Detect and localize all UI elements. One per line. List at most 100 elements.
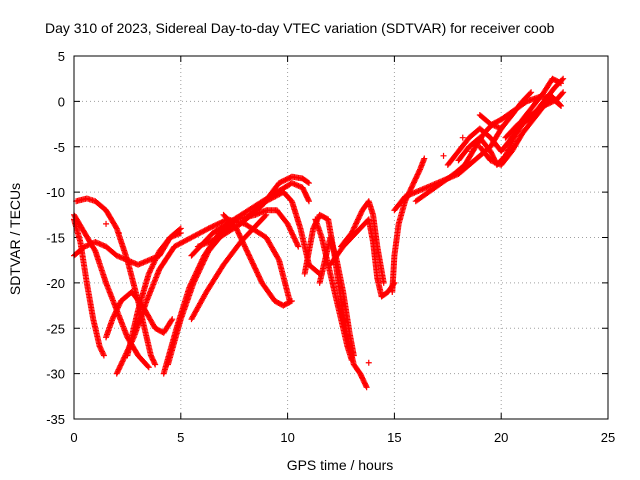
data-point-marker: [177, 225, 184, 232]
data-point-marker: [294, 242, 301, 249]
data-point-marker: [268, 195, 275, 202]
data-point-marker: [147, 266, 154, 273]
data-point-marker: [147, 268, 154, 275]
data-point-marker: [113, 370, 120, 377]
data-point-marker: [365, 359, 372, 366]
data-point-marker: [560, 75, 567, 82]
data-point-marker: [155, 250, 162, 257]
y-tick-label: -15: [46, 231, 65, 246]
data-point-marker: [153, 253, 160, 260]
series-arc-09: [164, 216, 240, 368]
data-point-marker: [115, 366, 122, 373]
data-point-marker: [195, 269, 202, 276]
series-arc-14: [241, 189, 323, 277]
data-point-marker: [293, 239, 300, 246]
data-point-marker: [276, 191, 283, 198]
data-point-marker: [351, 223, 358, 230]
data-point-marker: [289, 231, 296, 238]
data-point-marker: [275, 191, 282, 198]
data-point-marker: [191, 278, 198, 285]
data-point-marker: [355, 215, 362, 222]
data-point-marker: [150, 261, 157, 268]
data-point-marker: [184, 236, 191, 243]
x-tick-label: 0: [70, 430, 77, 445]
x-tick-label: 25: [601, 430, 615, 445]
data-point-marker: [148, 264, 155, 271]
data-point-marker: [145, 364, 152, 371]
data-point-marker: [100, 351, 107, 358]
data-point-marker: [263, 211, 270, 218]
data-point-marker: [556, 102, 563, 109]
x-tick-labels: 0 5 10 15 20 25: [70, 430, 615, 445]
data-point-marker: [348, 357, 355, 364]
data-point-marker: [180, 238, 187, 245]
data-point-marker: [114, 369, 121, 376]
data-point-marker: [200, 228, 207, 235]
data-point-marker: [117, 362, 124, 369]
y-axis-label: SDTVAR / TECUs: [7, 183, 23, 295]
data-point-marker: [177, 240, 184, 247]
data-point-marker: [269, 194, 276, 201]
data-point-marker: [202, 254, 209, 261]
data-point-marker: [204, 250, 211, 257]
data-point-marker: [290, 234, 297, 241]
data-point-marker: [194, 270, 201, 277]
data-point-marker: [151, 360, 158, 367]
data-point-marker: [181, 237, 188, 244]
data-point-marker: [100, 352, 107, 359]
data-point-marker: [288, 230, 295, 237]
data-point-marker: [287, 227, 294, 234]
data-point-marker: [171, 243, 178, 250]
y-tick-label: -10: [46, 185, 65, 200]
data-point-marker: [350, 352, 357, 359]
data-point-marker: [272, 193, 279, 200]
data-point-marker: [197, 265, 204, 272]
data-point-marker: [150, 260, 157, 267]
data-point-marker: [174, 242, 181, 249]
data-point-marker: [528, 89, 535, 96]
data-point-marker: [144, 363, 151, 370]
data-point-marker: [305, 198, 312, 205]
data-point-marker: [558, 102, 565, 109]
data-point-marker: [191, 277, 198, 284]
series-arc-28: [476, 89, 535, 132]
data-point-marker: [559, 76, 566, 83]
data-point-marker: [197, 229, 204, 236]
data-point-marker: [354, 216, 361, 223]
data-point-marker: [187, 235, 194, 242]
isolated-points: [103, 134, 475, 366]
series-arc-07: [124, 225, 184, 359]
x-tick-label: 5: [177, 430, 184, 445]
data-point-marker: [115, 229, 122, 236]
data-point-marker: [348, 229, 355, 236]
data-point-marker: [152, 257, 159, 264]
data-point-marker: [287, 298, 294, 305]
data-point-marker: [193, 273, 200, 280]
data-point-marker: [169, 316, 176, 323]
data-point-marker: [202, 226, 209, 233]
data-point-marker: [199, 261, 206, 268]
data-point-marker: [152, 256, 159, 263]
data-point-marker: [192, 275, 199, 282]
data-point-marker: [356, 212, 363, 219]
data-point-marker: [175, 241, 182, 248]
y-tick-label: -5: [53, 140, 65, 155]
data-point-marker: [151, 258, 158, 265]
data-point-marker: [352, 221, 359, 228]
data-point-marker: [199, 260, 206, 267]
y-tick-label: -20: [46, 276, 65, 291]
data-point-marker: [148, 265, 155, 272]
data-point-marker: [176, 226, 183, 233]
data-point-marker: [203, 252, 210, 259]
x-tick-label: 10: [280, 430, 294, 445]
data-point-marker: [120, 357, 127, 364]
data-point-marker: [292, 236, 299, 243]
data-point-marker: [200, 258, 207, 265]
data-point-marker: [198, 228, 205, 235]
data-point-marker: [273, 192, 280, 199]
data-point-marker: [288, 298, 295, 305]
data-point-marker: [416, 167, 423, 174]
data-point-marker: [190, 279, 197, 286]
data-point-marker: [290, 232, 297, 239]
